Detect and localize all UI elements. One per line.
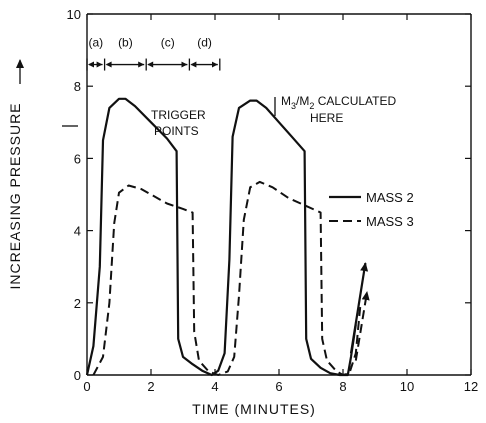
legend-label-mass3: MASS 3 bbox=[366, 214, 414, 229]
series-group bbox=[85, 97, 362, 377]
y-tick-label: 8 bbox=[74, 79, 81, 94]
y-axis-title: INCREASING PRESSURE bbox=[7, 102, 23, 289]
ratio-label-line1: M3/M2 CALCULATED bbox=[281, 94, 397, 111]
x-tick-label: 0 bbox=[83, 379, 90, 394]
y-axis-title-group: INCREASING PRESSURE bbox=[7, 59, 24, 290]
trend-arrow bbox=[349, 262, 369, 354]
trigger-label-line2: POINTS bbox=[154, 124, 199, 138]
trigger-label-line1: TRIGGER bbox=[151, 108, 206, 122]
trend-arrow bbox=[354, 290, 370, 361]
phase-label: (c) bbox=[161, 35, 175, 49]
x-tick-label: 10 bbox=[400, 379, 414, 394]
ticks: 0 2 4 6 8 10 12 0 2 4 6 8 10 bbox=[67, 7, 479, 394]
series-line-mass2 bbox=[85, 97, 357, 377]
x-tick-label: 6 bbox=[275, 379, 282, 394]
ratio-label-line2: HERE bbox=[310, 111, 343, 125]
trigger-points-annotation: TRIGGER POINTS bbox=[62, 108, 206, 138]
ratio-annotation: M3/M2 CALCULATED HERE bbox=[274, 94, 397, 125]
y-tick-label: 10 bbox=[67, 7, 81, 22]
x-tick-label: 8 bbox=[339, 379, 346, 394]
legend-label-mass2: MASS 2 bbox=[366, 190, 414, 205]
y-tick-label: 4 bbox=[74, 224, 81, 239]
phase-label: (b) bbox=[118, 35, 133, 49]
legend: MASS 2 MASS 3 bbox=[329, 190, 414, 229]
y-tick-label: 2 bbox=[74, 296, 81, 311]
x-tick-label: 2 bbox=[147, 379, 154, 394]
arrow-group bbox=[349, 262, 370, 361]
phase-label: (d) bbox=[197, 35, 212, 49]
series-line-mass3 bbox=[92, 180, 362, 376]
x-tick-label: 12 bbox=[464, 379, 478, 394]
y-tick-label: 6 bbox=[74, 151, 81, 166]
x-axis-title: TIME (MINUTES) bbox=[192, 401, 316, 417]
phase-label: (a) bbox=[88, 35, 103, 49]
phase-markers: (a) (b) (c) (d) bbox=[86, 35, 221, 71]
x-tick-label: 4 bbox=[211, 379, 218, 394]
y-tick-label: 0 bbox=[74, 368, 81, 383]
